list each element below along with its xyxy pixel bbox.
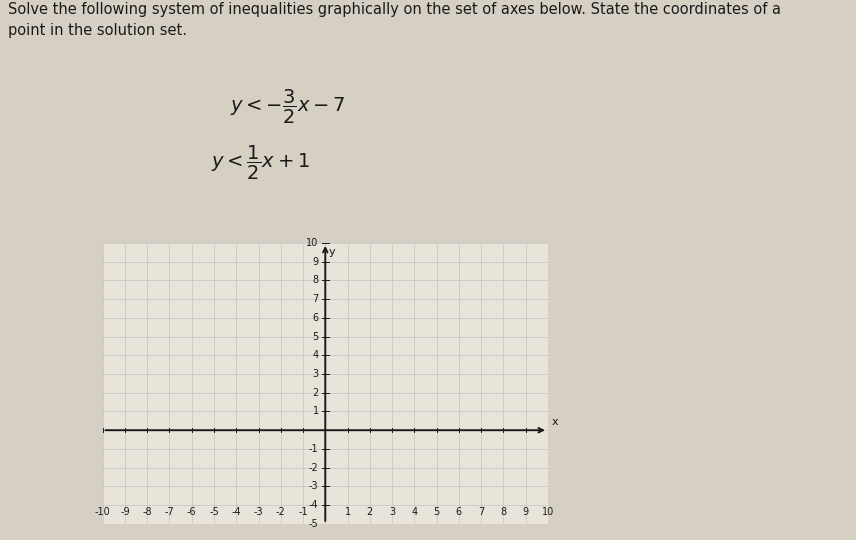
Text: -1: -1 [309,444,318,454]
Text: -2: -2 [309,463,318,472]
Text: -5: -5 [309,519,318,529]
Text: 8: 8 [312,275,318,286]
Text: 6: 6 [455,507,462,517]
Text: 4: 4 [411,507,418,517]
Text: 6: 6 [312,313,318,323]
Text: -4: -4 [309,500,318,510]
Text: 10: 10 [306,238,318,248]
Text: 5: 5 [433,507,440,517]
Text: 7: 7 [312,294,318,304]
Text: $y < -\dfrac{3}{2}x - 7$: $y < -\dfrac{3}{2}x - 7$ [230,87,345,125]
Text: 8: 8 [500,507,507,517]
Text: -6: -6 [187,507,197,517]
Text: 1: 1 [344,507,351,517]
Text: -2: -2 [276,507,286,517]
Text: 1: 1 [312,407,318,416]
Text: -8: -8 [142,507,152,517]
Text: 5: 5 [312,332,318,342]
Text: y: y [329,247,336,256]
Text: -5: -5 [209,507,219,517]
Text: x: x [551,417,558,427]
Text: -3: -3 [309,481,318,491]
Text: 10: 10 [542,507,554,517]
Text: 4: 4 [312,350,318,360]
Text: 9: 9 [312,256,318,267]
Text: -1: -1 [298,507,308,517]
Text: -10: -10 [95,507,110,517]
Text: Solve the following system of inequalities graphically on the set of axes below.: Solve the following system of inequaliti… [9,2,782,38]
Text: 2: 2 [312,388,318,398]
Text: 9: 9 [522,507,529,517]
Text: -9: -9 [120,507,130,517]
Text: 3: 3 [389,507,395,517]
Text: -4: -4 [231,507,241,517]
Text: 3: 3 [312,369,318,379]
Text: -3: -3 [253,507,264,517]
Text: 7: 7 [478,507,484,517]
Text: 2: 2 [366,507,373,517]
Text: -7: -7 [164,507,175,517]
Text: $y < \dfrac{1}{2}x + 1$: $y < \dfrac{1}{2}x + 1$ [211,144,310,181]
